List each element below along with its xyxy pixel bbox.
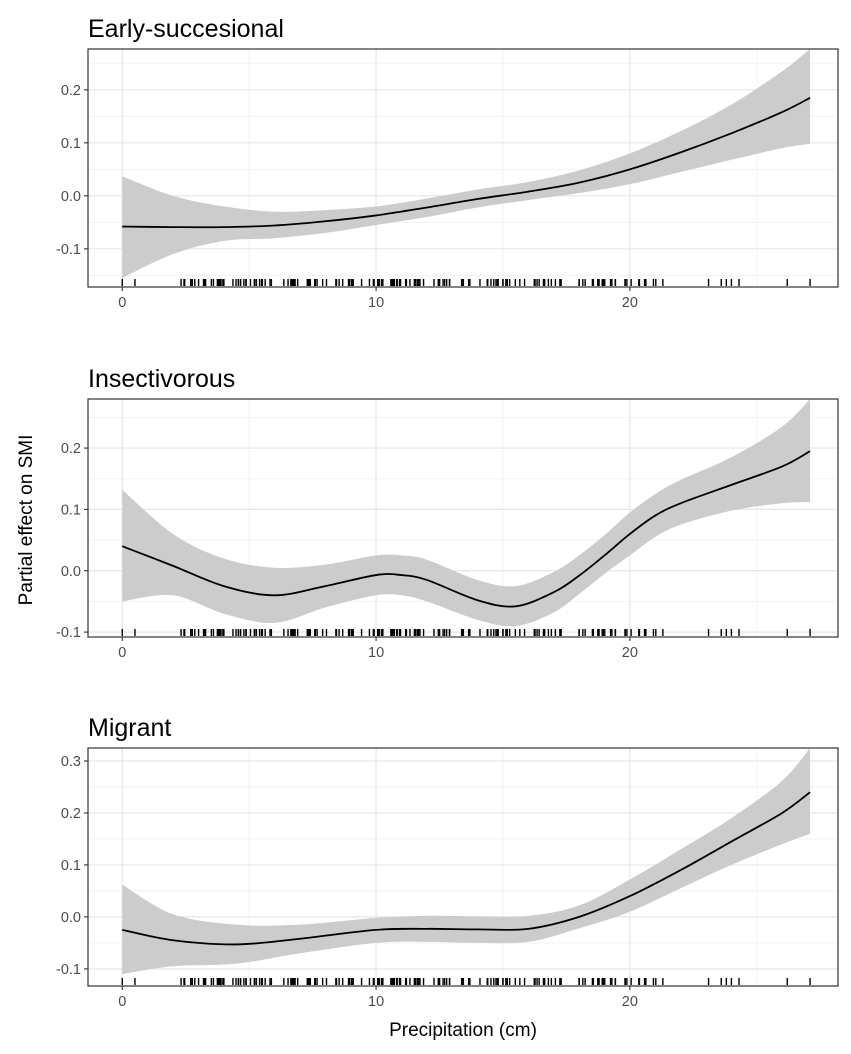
y-tick-label: -0.1 <box>56 625 81 641</box>
x-tick-label: 10 <box>368 645 384 661</box>
y-tick-label: 0.2 <box>61 806 81 822</box>
x-tick-label: 0 <box>118 295 126 311</box>
confidence-band <box>122 399 811 627</box>
x-tick-label: 20 <box>622 645 638 661</box>
x-tick-label: 0 <box>118 645 126 661</box>
y-tick-label: 0.0 <box>61 910 81 926</box>
x-tick-label: 20 <box>622 295 638 311</box>
panel-border <box>87 48 839 288</box>
smooth-fit-line <box>122 791 811 946</box>
panel-border <box>87 747 839 987</box>
x-tick-label: 0 <box>118 994 126 1010</box>
y-tick-label: 0.1 <box>61 502 81 518</box>
plot-area <box>88 49 838 287</box>
y-axis-title: Partial effect on SMI <box>16 435 37 606</box>
panel-title: Early-succesional <box>88 15 284 43</box>
confidence-band <box>122 49 811 278</box>
smooth-fit-line <box>121 450 811 608</box>
panel-title: Migrant <box>88 714 171 742</box>
y-tick-label: 0.3 <box>61 754 81 770</box>
y-tick-label: 0.0 <box>61 564 81 580</box>
x-tick-label: 10 <box>368 295 384 311</box>
y-tick-label: 0.1 <box>61 136 81 152</box>
smooth-fit-line <box>122 96 811 229</box>
y-tick-label: 0.2 <box>61 83 81 99</box>
y-tick-label: 0.0 <box>61 189 81 205</box>
chart-panel-early-successional: 0 10 20 -0.1 0.0 0.1 0.2 <box>56 48 839 311</box>
y-tick-label: 0.2 <box>61 441 81 457</box>
y-tick-label: -0.1 <box>56 242 81 258</box>
x-axis-title: Precipitation (cm) <box>389 1020 537 1041</box>
x-tick-label: 10 <box>368 994 384 1010</box>
y-tick-label: -0.1 <box>56 962 81 978</box>
x-tick-label: 20 <box>622 994 638 1010</box>
y-tick-label: 0.1 <box>61 858 81 874</box>
panel-border <box>87 398 839 638</box>
panel-title: Insectivorous <box>88 365 235 393</box>
chart-panel-insectivorous: 0 10 20 -0.1 0.0 0.1 0.2 <box>56 398 839 661</box>
chart-panel-migrant: 0 10 20 -0.1 0.0 0.1 0.2 0.3 <box>56 747 839 1010</box>
